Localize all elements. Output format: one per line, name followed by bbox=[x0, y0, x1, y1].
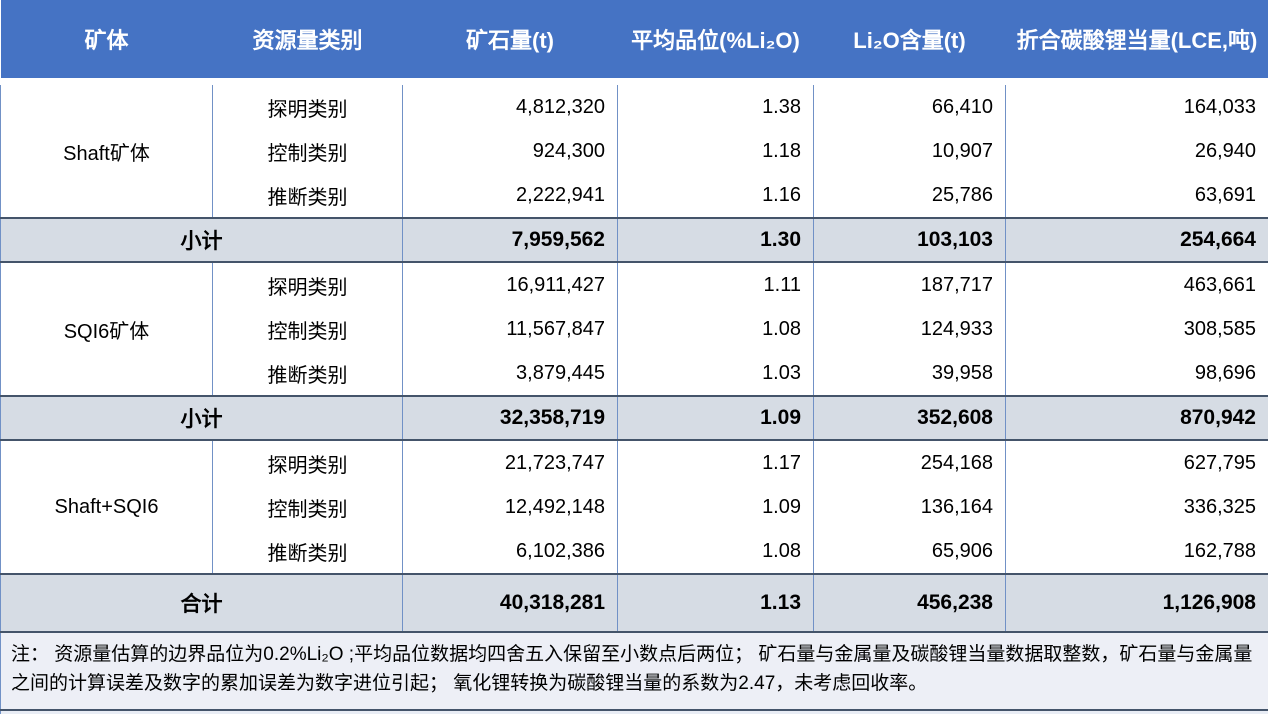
cell-lce: 164,033 bbox=[1005, 85, 1268, 129]
header-body-gap bbox=[0, 78, 1268, 85]
cell-average-grade: 1.08 bbox=[617, 529, 814, 574]
col-header-lce: 折合碳酸锂当量(LCE,吨) bbox=[1005, 0, 1268, 78]
cell-lce: 463,661 bbox=[1005, 262, 1268, 307]
cell-lce: 26,940 bbox=[1005, 129, 1268, 173]
cell-subtotal-label: 小计 bbox=[0, 395, 403, 441]
cell-lce: 162,788 bbox=[1005, 529, 1268, 574]
cell-average-grade: 1.38 bbox=[617, 85, 814, 129]
cell-li2o-content: 65,906 bbox=[813, 529, 1006, 574]
cell-subtotal-label: 小计 bbox=[0, 217, 403, 263]
cell-ore-tonnage: 924,300 bbox=[402, 129, 618, 173]
cell-group-name-combined: Shaft+SQI6 bbox=[0, 440, 213, 574]
cell-subtotal-li2o-content: 352,608 bbox=[813, 395, 1006, 441]
cell-li2o-content: 187,717 bbox=[813, 262, 1006, 307]
cell-ore-tonnage: 4,812,320 bbox=[402, 85, 618, 129]
cell-li2o-content: 66,410 bbox=[813, 85, 1006, 129]
cell-ore-tonnage: 12,492,148 bbox=[402, 485, 618, 529]
subtotal-row-shaft: 小计 7,959,562 1.30 103,103 254,664 bbox=[0, 217, 1268, 263]
cell-subtotal-ore-tonnage: 7,959,562 bbox=[402, 217, 618, 263]
cell-li2o-content: 254,168 bbox=[813, 440, 1006, 485]
table-row: 控制类别 924,300 1.18 10,907 26,940 bbox=[1, 129, 1268, 173]
table-header-row: 矿体 资源量类别 矿石量(t) 平均品位(%Li₂O) Li₂O含量(t) 折合… bbox=[0, 0, 1268, 78]
cell-subtotal-lce: 870,942 bbox=[1005, 395, 1268, 441]
cell-ore-tonnage: 16,911,427 bbox=[402, 262, 618, 307]
cell-total-average-grade: 1.13 bbox=[617, 573, 814, 633]
cell-li2o-content: 25,786 bbox=[813, 173, 1006, 218]
cell-ore-tonnage: 3,879,445 bbox=[402, 351, 618, 396]
cell-subtotal-average-grade: 1.09 bbox=[617, 395, 814, 441]
footer-band bbox=[0, 710, 1268, 714]
cell-li2o-content: 10,907 bbox=[813, 129, 1006, 173]
col-header-resource-category: 资源量类别 bbox=[212, 0, 403, 78]
col-header-li2o-content: Li₂O含量(t) bbox=[813, 0, 1006, 78]
table-row: 控制类别 12,492,148 1.09 136,164 336,325 bbox=[1, 485, 1268, 529]
cell-subtotal-li2o-content: 103,103 bbox=[813, 217, 1006, 263]
cell-ore-tonnage: 6,102,386 bbox=[402, 529, 618, 574]
cell-lce: 63,691 bbox=[1005, 173, 1268, 218]
cell-lce: 627,795 bbox=[1005, 440, 1268, 485]
cell-average-grade: 1.08 bbox=[617, 307, 814, 351]
col-header-average-grade: 平均品位(%Li₂O) bbox=[617, 0, 814, 78]
cell-resource-category: 探明类别 bbox=[212, 85, 403, 129]
table-row: SQI6矿体 探明类别 16,911,427 1.11 187,717 463,… bbox=[0, 262, 1268, 396]
cell-group-name-shaft: Shaft矿体 bbox=[0, 85, 213, 218]
cell-subtotal-ore-tonnage: 32,358,719 bbox=[402, 395, 618, 441]
cell-resource-category: 控制类别 bbox=[212, 129, 403, 173]
cell-resource-category: 推断类别 bbox=[212, 529, 403, 574]
cell-group-name-sqi6: SQI6矿体 bbox=[0, 262, 213, 396]
cell-ore-tonnage: 21,723,747 bbox=[402, 440, 618, 485]
cell-average-grade: 1.17 bbox=[617, 440, 814, 485]
cell-average-grade: 1.09 bbox=[617, 485, 814, 529]
table-row: 推断类别 3,879,445 1.03 39,958 98,696 bbox=[1, 351, 1268, 396]
cell-total-ore-tonnage: 40,318,281 bbox=[402, 573, 618, 633]
cell-li2o-content: 124,933 bbox=[813, 307, 1006, 351]
cell-resource-category: 控制类别 bbox=[212, 307, 403, 351]
cell-lce: 336,325 bbox=[1005, 485, 1268, 529]
table-row: 推断类别 2,222,941 1.16 25,786 63,691 bbox=[1, 173, 1268, 218]
note-row: 注： 资源量估算的边界品位为0.2%Li₂O ;平均品位数据均四舍五入保留至小数… bbox=[0, 632, 1268, 711]
table-row: 控制类别 11,567,847 1.08 124,933 308,585 bbox=[1, 307, 1268, 351]
cell-average-grade: 1.16 bbox=[617, 173, 814, 218]
cell-average-grade: 1.18 bbox=[617, 129, 814, 173]
table-row: Shaft矿体 探明类别 4,812,320 1.38 66,410 164,0… bbox=[0, 85, 1268, 218]
cell-total-lce: 1,126,908 bbox=[1005, 573, 1268, 633]
cell-resource-category: 探明类别 bbox=[212, 262, 403, 307]
cell-resource-category: 推断类别 bbox=[212, 173, 403, 218]
cell-total-li2o-content: 456,238 bbox=[813, 573, 1006, 633]
cell-li2o-content: 136,164 bbox=[813, 485, 1006, 529]
note-text: 注： 资源量估算的边界品位为0.2%Li₂O ;平均品位数据均四舍五入保留至小数… bbox=[0, 632, 1268, 711]
cell-average-grade: 1.03 bbox=[617, 351, 814, 396]
col-header-ore-body: 矿体 bbox=[0, 0, 213, 78]
cell-subtotal-average-grade: 1.30 bbox=[617, 217, 814, 263]
col-header-ore-tonnage: 矿石量(t) bbox=[402, 0, 618, 78]
cell-resource-category: 控制类别 bbox=[212, 485, 403, 529]
cell-lce: 308,585 bbox=[1005, 307, 1268, 351]
cell-total-label: 合计 bbox=[0, 573, 403, 633]
subtotal-row-sqi6: 小计 32,358,719 1.09 352,608 870,942 bbox=[0, 395, 1268, 441]
cell-ore-tonnage: 2,222,941 bbox=[402, 173, 618, 218]
cell-ore-tonnage: 11,567,847 bbox=[402, 307, 618, 351]
cell-subtotal-lce: 254,664 bbox=[1005, 217, 1268, 263]
cell-average-grade: 1.11 bbox=[617, 262, 814, 307]
total-row: 合计 40,318,281 1.13 456,238 1,126,908 bbox=[0, 573, 1268, 633]
cell-resource-category: 推断类别 bbox=[212, 351, 403, 396]
table-row: 推断类别 6,102,386 1.08 65,906 162,788 bbox=[1, 529, 1268, 574]
table-row: Shaft+SQI6 探明类别 21,723,747 1.17 254,168 … bbox=[0, 440, 1268, 574]
cell-resource-category: 探明类别 bbox=[212, 440, 403, 485]
cell-lce: 98,696 bbox=[1005, 351, 1268, 396]
cell-li2o-content: 39,958 bbox=[813, 351, 1006, 396]
